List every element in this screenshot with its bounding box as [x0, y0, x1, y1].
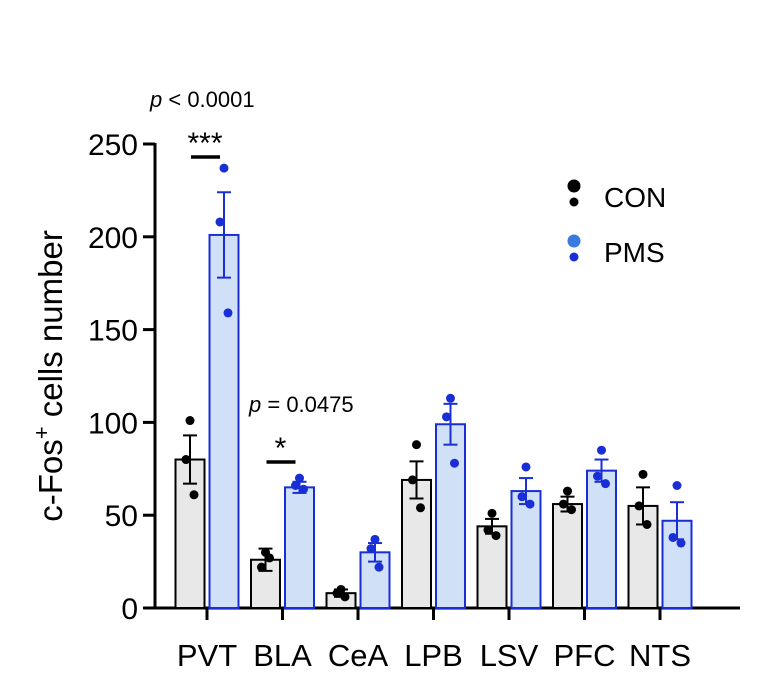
x-tick-label: CeA: [328, 638, 389, 673]
annotations: *** p < 0.0001 * p = 0.0475: [149, 87, 354, 465]
bar-con-lsv: [476, 525, 508, 609]
y-tick-label: 200: [88, 222, 138, 255]
data-point-pms: [366, 544, 376, 554]
data-point-con: [483, 525, 493, 535]
data-point-pms: [597, 445, 606, 455]
data-point-pms: [295, 473, 304, 483]
data-point-pms: [215, 217, 225, 227]
y-axis-title-superscript: +: [29, 426, 54, 439]
data-point-con: [185, 416, 195, 426]
data-point-con: [416, 503, 425, 513]
significance-stars: *: [275, 432, 287, 465]
data-point-con: [563, 486, 572, 496]
x-tick-label: BLA: [253, 638, 312, 673]
p-value-prefix: p: [149, 87, 162, 112]
x-tick-label: PFC: [554, 638, 616, 673]
bar-pms-lsv: [510, 490, 542, 609]
legend: CON PMS: [567, 179, 666, 268]
data-point-pms: [525, 499, 535, 509]
data-point-con: [412, 440, 421, 450]
y-axis-title-main: c-Fos: [32, 439, 69, 522]
data-point-con: [634, 501, 644, 511]
data-point-con: [340, 592, 350, 602]
y-tick-label: 0: [121, 593, 138, 626]
x-tick-label: PVT: [177, 638, 237, 673]
data-point-pms: [442, 412, 451, 422]
x-tick-label: LSV: [480, 638, 539, 673]
data-point-pms: [370, 534, 380, 544]
p-value-text: < 0.0001: [162, 87, 254, 112]
data-point-con: [567, 505, 576, 515]
data-point-pms: [601, 479, 610, 489]
data-point-pms: [446, 393, 455, 403]
data-point-pms: [517, 492, 527, 502]
bar-con-pfc: [552, 503, 583, 609]
data-point-pms: [593, 471, 602, 481]
data-point-pms: [223, 308, 233, 318]
data-point-con: [181, 455, 191, 465]
legend-marker-large: [567, 179, 581, 193]
p-value-label: p < 0.0001: [149, 87, 255, 112]
bar-pms-pfc: [586, 469, 617, 609]
bars: [174, 191, 693, 610]
p-value-text: = 0.0475: [261, 392, 353, 417]
data-point-pms: [676, 538, 686, 548]
significance-stars: ***: [187, 127, 222, 160]
data-point-pms: [521, 462, 531, 472]
legend-marker-small: [569, 197, 579, 207]
bar-pms-cea: [359, 551, 391, 610]
legend-marker-large: [567, 234, 581, 248]
p-value-label: p = 0.0475: [248, 392, 354, 417]
data-point-con: [642, 519, 652, 529]
data-point-con: [257, 562, 266, 572]
data-point-con: [638, 469, 648, 479]
bar-pms-pvt: [208, 233, 240, 609]
y-axis-title-suffix: cells number: [32, 230, 69, 426]
bar-pms-lpb: [435, 423, 466, 610]
data-point-pms: [672, 481, 682, 491]
data-point-pms: [299, 484, 308, 494]
y-tick-label: 50: [105, 500, 138, 533]
y-tick-label: 100: [88, 407, 138, 440]
data-point-con: [265, 553, 274, 563]
x-tick-label: NTS: [629, 638, 691, 673]
p-value-prefix: p: [248, 392, 261, 417]
data-point-con: [491, 531, 501, 541]
data-point-pms: [291, 481, 300, 491]
data-point-pms: [374, 562, 384, 572]
data-point-pms: [668, 532, 678, 542]
bar-pms-bla: [284, 486, 315, 609]
data-point-con: [332, 588, 342, 598]
data-point-pms: [219, 163, 229, 173]
legend-marker-small: [569, 252, 579, 262]
legend-label-pms: PMS: [604, 237, 665, 268]
axes: 0 50 100 150 200 250 c-Fos+ cells number PVT BLA…: [29, 129, 740, 673]
x-tick-label: LPB: [404, 638, 463, 673]
y-tick-label: 150: [88, 315, 138, 348]
data-point-con: [408, 475, 417, 485]
data-point-con: [189, 490, 199, 500]
y-axis-title: c-Fos+ cells number: [29, 230, 69, 522]
data-points: [181, 163, 686, 602]
data-point-pms: [450, 458, 459, 468]
legend-label-con: CON: [604, 182, 666, 213]
data-point-con: [487, 508, 497, 518]
data-point-con: [559, 499, 568, 509]
y-tick-label: 250: [88, 129, 138, 162]
bar-con-lpb: [401, 478, 432, 609]
